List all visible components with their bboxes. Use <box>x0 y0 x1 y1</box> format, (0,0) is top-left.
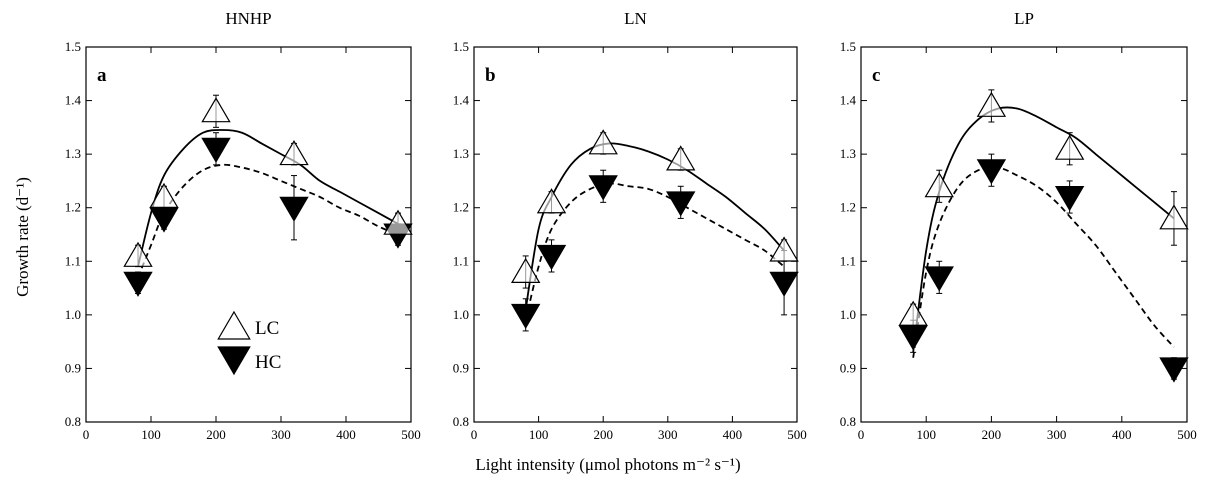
x-tick-label: 400 <box>1112 427 1132 442</box>
hc-data-point <box>123 271 153 297</box>
panel-letter: a <box>97 65 107 86</box>
hc-data-point <box>279 196 309 222</box>
legend-hc-marker <box>217 346 251 376</box>
hc-data-point <box>976 159 1007 185</box>
x-tick-label: 400 <box>336 427 356 442</box>
y-tick-label: 1.3 <box>840 146 856 161</box>
chart-panel-b: LN b 0 100 200 300 400 500 0.8 0.9 1.0 1.1 1.2 1.3 1.4… <box>453 9 807 442</box>
chart-panels: HNHP a 0 100 200 300 400 500 0.8 0.9 1.0 1.1 1.2 1.3 1… <box>65 9 1197 442</box>
fit-curve-lc <box>524 142 785 310</box>
hc-data-point <box>924 266 954 292</box>
lc-data-point <box>769 236 799 262</box>
lc-data-point <box>924 172 954 198</box>
hc-data-point <box>588 175 618 201</box>
y-tick-label: 1.5 <box>840 39 856 54</box>
x-tick-label: 400 <box>723 427 743 442</box>
hc-data-point <box>201 137 231 163</box>
y-tick-label: 1.2 <box>65 200 81 215</box>
x-tick-label: 200 <box>206 427 226 442</box>
y-tick-label: 1.4 <box>840 93 857 108</box>
hc-data-point <box>666 191 696 217</box>
lc-data-point <box>1159 204 1189 230</box>
lc-data-point <box>976 91 1007 117</box>
y-tick-label: 1.4 <box>65 93 82 108</box>
panel-title: HNHP <box>225 9 271 28</box>
lc-data-point <box>898 300 928 326</box>
y-tick-label: 1.3 <box>65 146 81 161</box>
x-tick-label: 0 <box>471 427 478 442</box>
y-tick-label: 0.8 <box>65 414 81 429</box>
y-tick-label: 0.8 <box>840 414 856 429</box>
plot-frame <box>85 46 412 423</box>
lc-data-point <box>1054 134 1085 160</box>
lc-data-point <box>201 97 231 123</box>
hc-data-point <box>510 303 541 330</box>
panel-title: LP <box>1014 9 1034 28</box>
hc-data-point <box>536 244 567 271</box>
x-tick-label: 100 <box>141 427 161 442</box>
x-tick-label: 500 <box>787 427 807 442</box>
legend: LC HC <box>217 310 281 376</box>
x-tick-label: 0 <box>858 427 865 442</box>
lc-data-point <box>123 241 153 267</box>
lc-data-point <box>536 188 567 214</box>
hc-data-point <box>769 271 799 297</box>
x-tick-label: 200 <box>982 427 1002 442</box>
x-tick-label: 300 <box>658 427 678 442</box>
panel-letter: c <box>872 65 880 86</box>
x-tick-label: 200 <box>593 427 613 442</box>
y-tick-label: 1.0 <box>65 307 81 322</box>
fit-curve-hc <box>137 163 399 278</box>
fit-curve-hc <box>524 182 785 321</box>
hc-data-point <box>1159 357 1189 383</box>
lc-data-point <box>279 139 309 166</box>
legend-lc-label: LC <box>255 318 279 339</box>
y-tick-label: 1.1 <box>453 253 469 268</box>
y-tick-label: 0.9 <box>65 360 81 375</box>
x-tick-label: 100 <box>916 427 936 442</box>
chart-panel-a: HNHP a 0 100 200 300 400 500 0.8 0.9 1.0 1.1 1.2 1.3 1… <box>65 9 421 442</box>
hc-data-point <box>898 325 928 351</box>
lc-data-point <box>149 182 179 208</box>
legend-lc-marker <box>217 310 251 340</box>
y-tick-label: 1.0 <box>453 307 469 322</box>
x-tick-label: 300 <box>271 427 291 442</box>
x-axis-label: Light intensity (μmol photons m⁻² s⁻¹) <box>475 455 740 474</box>
x-tick-label: 100 <box>529 427 549 442</box>
y-tick-label: 0.9 <box>453 360 469 375</box>
chart-panel-c: LP c 0 100 200 300 400 500 0.8 0.9 1.0 1.1 1.2 1.3 1.4… <box>840 9 1197 442</box>
y-axis-label: Growth rate (d⁻¹) <box>13 177 32 297</box>
plot-frame <box>860 46 1188 423</box>
fit-curve-hc <box>912 166 1175 358</box>
y-tick-label: 1.5 <box>453 39 469 54</box>
y-tick-label: 1.4 <box>453 93 470 108</box>
y-tick-label: 1.5 <box>65 39 81 54</box>
legend-hc-label: HC <box>255 352 281 373</box>
y-tick-label: 1.3 <box>453 146 469 161</box>
fit-curve-lc <box>137 129 399 267</box>
lc-data-point <box>588 129 618 155</box>
x-tick-label: 0 <box>83 427 90 442</box>
hc-data-point <box>1054 186 1085 212</box>
lc-data-point <box>666 145 696 171</box>
lc-data-point <box>510 257 541 283</box>
lc-data-point <box>383 209 413 235</box>
panel-title: LN <box>624 9 647 28</box>
y-tick-label: 1.1 <box>65 253 81 268</box>
panel-letter: b <box>485 65 496 86</box>
y-tick-label: 1.0 <box>840 307 856 322</box>
y-tick-label: 1.2 <box>840 200 856 215</box>
hc-data-point <box>149 207 179 233</box>
x-tick-label: 500 <box>401 427 421 442</box>
x-tick-label: 500 <box>1177 427 1197 442</box>
y-tick-label: 1.1 <box>840 253 856 268</box>
y-tick-label: 1.2 <box>453 200 469 215</box>
x-tick-label: 300 <box>1047 427 1067 442</box>
y-tick-label: 0.8 <box>453 414 469 429</box>
fit-curve-lc <box>912 106 1175 353</box>
y-tick-label: 0.9 <box>840 360 856 375</box>
plot-frame <box>473 46 798 423</box>
